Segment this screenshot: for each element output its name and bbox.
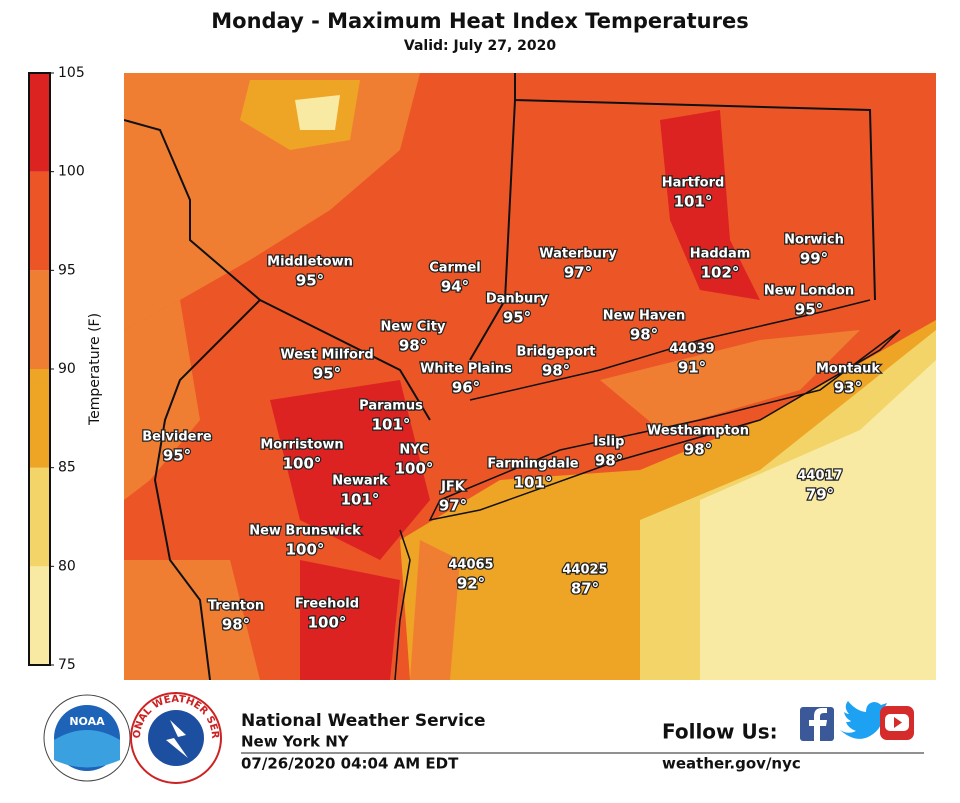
- station-name: Hartford: [662, 176, 725, 191]
- station-name: West Milford: [280, 348, 373, 363]
- colorbar-tick-label: 80: [58, 558, 76, 574]
- station-temp: 95°: [795, 301, 823, 319]
- station-temp: 79°: [806, 486, 834, 504]
- station-name: New Brunswick: [249, 524, 361, 539]
- station-name: Montauk: [816, 362, 880, 377]
- station-name: White Plains: [420, 362, 512, 377]
- station-name: Haddam: [690, 247, 751, 262]
- station-temp: 100°: [395, 460, 434, 478]
- station-temp: 101°: [674, 193, 713, 211]
- station-temp: 102°: [701, 264, 740, 282]
- station-name: NYC: [399, 443, 428, 458]
- station-temp: 95°: [503, 309, 531, 327]
- station-name: 44025: [562, 563, 607, 578]
- station-name: Bridgeport: [516, 345, 595, 360]
- map: [124, 73, 936, 680]
- station-temp: 98°: [630, 326, 658, 344]
- station-temp: 100°: [308, 614, 347, 632]
- station-temp: 92°: [457, 575, 485, 593]
- station-name: Trenton: [208, 599, 264, 614]
- station-temp: 97°: [564, 264, 592, 282]
- station-temp: 91°: [678, 359, 706, 377]
- colorbar-tick-label: 105: [58, 65, 85, 81]
- colorbar-segment: [29, 467, 50, 567]
- station-temp: 95°: [296, 272, 324, 290]
- colorbar-segment: [29, 171, 50, 271]
- colorbar-segment: [29, 73, 50, 172]
- station-name: 44039: [669, 342, 714, 357]
- noaa-text: NOAA: [69, 715, 105, 728]
- issued: 07/26/2020 04:04 AM EDT: [241, 755, 459, 773]
- location: New York NY: [241, 733, 350, 751]
- station-name: JFK: [440, 480, 466, 495]
- url[interactable]: weather.gov/nyc: [662, 755, 801, 773]
- station-temp: 100°: [286, 541, 325, 559]
- station-name: Middletown: [267, 255, 353, 270]
- station-temp: 101°: [341, 491, 380, 509]
- colorbar-tick-label: 75: [58, 657, 76, 673]
- station-temp: 98°: [595, 452, 623, 470]
- station-temp: 95°: [313, 365, 341, 383]
- station-name: 44065: [448, 558, 493, 573]
- station-name: New City: [381, 320, 446, 335]
- colorbar-tick-label: 85: [58, 460, 76, 476]
- station-temp: 98°: [542, 362, 570, 380]
- colorbar-label: Temperature (F): [87, 313, 103, 426]
- colorbar-tick-label: 95: [58, 262, 76, 278]
- office: National Weather Service: [241, 711, 486, 731]
- subtitle: Valid: July 27, 2020: [404, 38, 556, 54]
- station-name: Farmingdale: [487, 457, 578, 472]
- station-temp: 94°: [441, 278, 469, 296]
- colorbar-tick-label: 100: [58, 164, 85, 180]
- stations: Middletown 95° Carmel 94° Waterbury 97° Hartfo…: [141, 174, 882, 635]
- station-name: Paramus: [359, 399, 423, 414]
- colorbar-segment: [29, 566, 50, 665]
- station-temp: 97°: [439, 497, 467, 515]
- station-name: Danbury: [486, 292, 549, 307]
- station-name: Morristown: [260, 438, 343, 453]
- station-temp: 95°: [163, 447, 191, 465]
- station-name: Westhampton: [647, 424, 749, 439]
- station-name: Newark: [332, 474, 388, 489]
- station-name: Carmel: [429, 261, 481, 276]
- title: Monday - Maximum Heat Index Temperatures: [211, 9, 748, 33]
- station-temp: 100°: [283, 455, 322, 473]
- station-name: Waterbury: [539, 247, 617, 262]
- station-temp: 98°: [684, 441, 712, 459]
- station-name: New London: [764, 284, 854, 299]
- station-temp: 101°: [514, 474, 553, 492]
- station-name: Freehold: [295, 597, 359, 612]
- station-temp: 98°: [399, 337, 427, 355]
- colorbar: 75 80 85 90 95 100 105: [28, 65, 85, 673]
- station-name: Islip: [594, 435, 625, 450]
- station-temp: 96°: [452, 379, 480, 397]
- station-temp: 99°: [800, 250, 828, 268]
- station-name: Norwich: [784, 233, 844, 248]
- station-temp: 87°: [571, 580, 599, 598]
- facebook-icon[interactable]: [800, 707, 834, 741]
- noaa-logo: NOAA: [43, 694, 131, 782]
- follow: Follow Us:: [662, 720, 778, 744]
- colorbar-segment: [29, 369, 50, 468]
- youtube-icon[interactable]: [880, 706, 914, 740]
- station-name: New Haven: [603, 309, 685, 324]
- colorbar-segment: [29, 270, 50, 369]
- station-temp: 98°: [222, 616, 250, 634]
- twitter-icon[interactable]: [840, 701, 888, 739]
- station-name: 44017: [797, 469, 842, 484]
- station-temp: 93°: [834, 379, 862, 397]
- colorbar-tick-label: 90: [58, 361, 76, 377]
- station-temp: 101°: [372, 416, 411, 434]
- station-name: Belvidere: [142, 430, 212, 445]
